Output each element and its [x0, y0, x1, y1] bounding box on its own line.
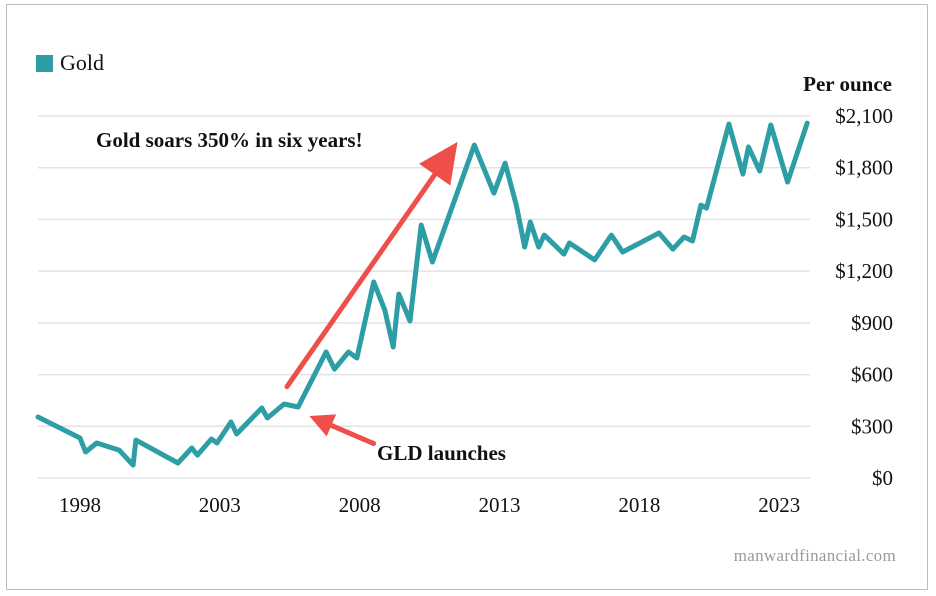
- annotation-gld-launches: GLD launches: [377, 441, 506, 465]
- x-tick-label: 2013: [479, 493, 521, 517]
- x-tick-label: 2008: [339, 493, 381, 517]
- x-tick-label: 2003: [199, 493, 241, 517]
- y-tick-label: $1,500: [835, 207, 893, 231]
- annotation-gold-soars: Gold soars 350% in six years!: [96, 128, 363, 152]
- legend-swatch-gold: [36, 54, 53, 72]
- legend-label-gold: Gold: [60, 50, 104, 75]
- y-tick-label: $2,100: [835, 104, 893, 128]
- y-axis-unit-label: Per ounce: [803, 72, 892, 96]
- x-tick-label: 1998: [59, 493, 101, 517]
- y-tick-label: $0: [872, 466, 893, 490]
- x-tick-label: 2018: [618, 493, 660, 517]
- watermark: manwardfinancial.com: [733, 546, 896, 565]
- y-tick-label: $900: [851, 311, 893, 335]
- y-tick-label: $300: [851, 414, 893, 438]
- y-tick-label: $1,200: [835, 259, 893, 283]
- x-tick-label: 2023: [758, 493, 800, 517]
- y-tick-label: $1,800: [835, 156, 893, 180]
- annotation-arrow-shaft: [328, 422, 377, 447]
- y-tick-label: $600: [851, 363, 893, 387]
- annotation-arrow-head: [419, 141, 458, 186]
- annotation-arrow-shaft: [284, 172, 438, 390]
- legend: Gold: [36, 50, 104, 76]
- series-line-gold: [35, 120, 810, 468]
- annotation-arrow-head: [309, 414, 337, 437]
- chart-frame: [6, 4, 928, 590]
